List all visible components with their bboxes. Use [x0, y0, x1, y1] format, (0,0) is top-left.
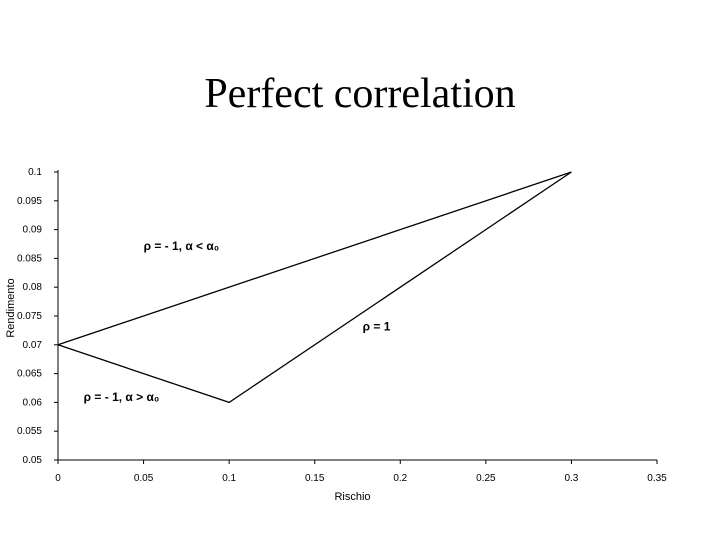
y-tick-label: 0.1: [28, 167, 42, 178]
x-tick-label: 0.25: [476, 473, 496, 484]
y-tick-label: 0.085: [17, 253, 42, 264]
annotation-2: ρ = 1: [363, 319, 391, 333]
slide-title: Perfect correlation: [204, 71, 516, 117]
y-tick-label: 0.065: [17, 369, 42, 380]
series-line-2: [57, 171, 572, 404]
x-tick-label: 0.15: [305, 473, 325, 484]
chart-ticks: 0.05 0.055 0.06 0.065 0.07 0.075 0.08 0.085 0.09…: [17, 167, 667, 484]
x-tick-label: 0.05: [134, 473, 154, 484]
chart-lines: [57, 171, 572, 404]
x-axis-label: Rischio: [334, 491, 370, 503]
x-tick-label: 0: [55, 473, 61, 484]
y-tick-label: 0.075: [17, 311, 42, 322]
chart-axes: [57, 170, 657, 461]
y-tick-label: 0.07: [23, 340, 43, 351]
x-tick-label: 0.3: [564, 473, 578, 484]
chart-annotations: ρ = - 1, α < α₀ ρ = 1 ρ = - 1, α > α₀: [84, 239, 391, 404]
y-tick-label: 0.095: [17, 196, 42, 207]
y-axis-label: Rendimento: [5, 278, 17, 337]
x-tick-label: 0.1: [222, 473, 236, 484]
x-tick-label: 0.2: [393, 473, 407, 484]
annotation-1: ρ = - 1, α < α₀: [144, 239, 220, 253]
y-tick-label: 0.06: [23, 397, 43, 408]
series-line-1: [57, 171, 572, 346]
y-tick-label: 0.055: [17, 426, 42, 437]
x-tick-label: 0.35: [647, 473, 667, 484]
annotation-3: ρ = - 1, α > α₀: [84, 390, 160, 404]
y-tick-label: 0.08: [23, 282, 43, 293]
y-tick-label: 0.05: [23, 455, 43, 466]
y-tick-label: 0.09: [23, 225, 43, 236]
